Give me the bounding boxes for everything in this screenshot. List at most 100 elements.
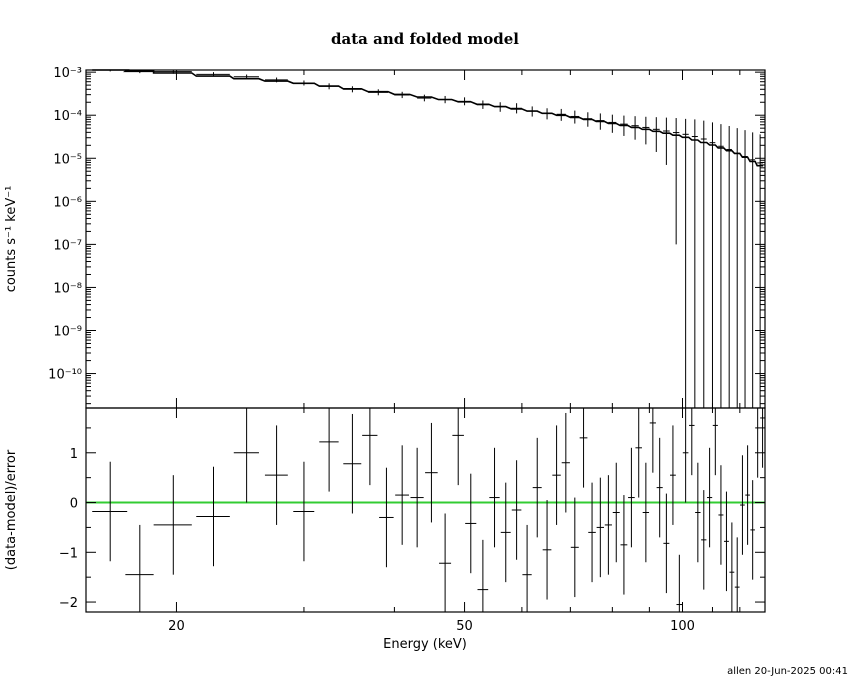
residual-point-28 (588, 482, 596, 583)
residual-point-35 (642, 462, 650, 563)
residual-point-13 (425, 422, 438, 523)
residual-point-20 (511, 460, 522, 560)
residual-point-34 (635, 408, 642, 498)
spectrum-point-37 (742, 130, 748, 408)
residual-point-18 (489, 447, 500, 548)
residual-point-10 (379, 467, 394, 568)
residual-y-axis: 1 0 −1 −2 (59, 427, 765, 611)
residual-point-49 (729, 522, 735, 612)
residual-point-52 (745, 445, 750, 545)
residual-point-50 (734, 537, 740, 612)
residual-point-16 (465, 473, 477, 574)
x-axis: 20 50 100 (168, 70, 766, 634)
spectrum-point-35 (726, 126, 732, 408)
x-tick-label: 20 (168, 619, 185, 634)
chart-title: data and folded model (331, 30, 519, 48)
residual-point-17 (477, 539, 489, 612)
model-curve (92, 69, 764, 167)
spectrum-y-axis-label: counts s⁻¹ keV⁻¹ (4, 186, 19, 293)
y-tick-label: 0 (70, 497, 78, 512)
residual-point-39 (669, 425, 676, 525)
residual-point-9 (362, 408, 378, 486)
spectrum-point-29 (672, 118, 680, 245)
spectrum-point-30 (682, 118, 689, 408)
residual-frame (85, 407, 766, 613)
residual-point-8 (343, 413, 362, 514)
y-tick-label: 10⁻⁹ (53, 324, 82, 339)
residual-point-55 (760, 408, 765, 468)
residual-point-21 (522, 524, 532, 612)
y-tick-label: 10⁻⁸ (53, 281, 82, 296)
x-tick-label: 100 (670, 619, 695, 634)
residual-data (92, 408, 765, 612)
residual-point-27 (579, 408, 588, 488)
residual-point-1 (125, 524, 154, 612)
y-tick-label: 10⁻¹⁰ (48, 368, 82, 383)
residual-point-51 (740, 455, 745, 555)
residual-point-25 (561, 412, 570, 513)
residual-point-44 (701, 490, 707, 590)
residual-point-26 (570, 497, 579, 598)
spectrum-y-axis: 10⁻³ 10⁻⁴ 10⁻⁵ 10⁻⁶ 10⁻⁷ 10⁻⁸ 10⁻⁹ 10⁻¹⁰ (48, 66, 765, 405)
y-tick-label: 10⁻⁵ (53, 152, 82, 167)
spectrum-point-38 (750, 132, 756, 408)
y-tick-label: 10⁻⁷ (53, 238, 82, 253)
residual-point-2 (153, 475, 192, 575)
residual-point-4 (233, 408, 259, 503)
y-tick-label: 10⁻⁴ (53, 109, 82, 124)
residual-point-46 (712, 408, 718, 476)
residual-point-33 (628, 447, 635, 548)
y-tick-label: −1 (59, 546, 78, 561)
residual-point-32 (620, 495, 628, 595)
residual-point-6 (293, 461, 315, 562)
residual-point-30 (604, 475, 612, 575)
spectrum-point-11 (417, 94, 432, 102)
residual-point-12 (410, 447, 424, 548)
residual-point-38 (663, 493, 670, 594)
residual-y-axis-label: (data-model)/error (4, 449, 19, 570)
residual-point-15 (452, 408, 464, 486)
residual-point-11 (395, 445, 409, 545)
spectrum-point-26 (642, 116, 650, 145)
y-tick-label: 10⁻⁶ (53, 195, 82, 210)
residual-point-0 (92, 461, 128, 562)
residual-point-41 (682, 408, 689, 503)
spectrum-point-33 (709, 122, 716, 408)
residual-point-43 (695, 462, 701, 563)
residual-point-36 (649, 408, 656, 473)
spectrum-frame (85, 69, 766, 409)
y-tick-label: 1 (70, 447, 78, 462)
residual-point-37 (656, 437, 663, 538)
residual-point-42 (689, 408, 695, 476)
spectrum-point-31 (691, 119, 698, 408)
spectrum-point-27 (652, 117, 660, 152)
residual-point-22 (532, 437, 542, 538)
spectrum-data (92, 69, 764, 408)
spectrum-point-36 (734, 128, 740, 408)
residual-point-5 (264, 425, 288, 525)
residual-point-53 (750, 480, 755, 580)
x-tick-label: 50 (456, 619, 473, 634)
residual-point-48 (723, 491, 729, 592)
residual-point-3 (196, 466, 230, 567)
footer-text: allen 20-Jun-2025 00:41 (727, 666, 848, 677)
residual-point-31 (612, 462, 620, 563)
residual-point-24 (552, 425, 561, 525)
residual-point-40 (676, 554, 683, 612)
residual-point-23 (542, 500, 552, 600)
y-tick-label: −2 (59, 596, 78, 611)
residual-point-54 (755, 408, 761, 478)
spectrum-point-28 (663, 117, 670, 165)
y-tick-label: 10⁻³ (53, 66, 82, 81)
folded-model (92, 69, 764, 167)
residual-point-7 (319, 408, 339, 492)
spectrum-point-32 (700, 120, 707, 408)
x-axis-label: Energy (keV) (383, 637, 467, 652)
residual-point-47 (718, 465, 724, 565)
residual-point-45 (706, 447, 713, 548)
residual-point-29 (596, 477, 604, 578)
residual-point-19 (500, 482, 511, 583)
spectrum-point-34 (718, 124, 724, 408)
residual-point-14 (439, 513, 452, 612)
